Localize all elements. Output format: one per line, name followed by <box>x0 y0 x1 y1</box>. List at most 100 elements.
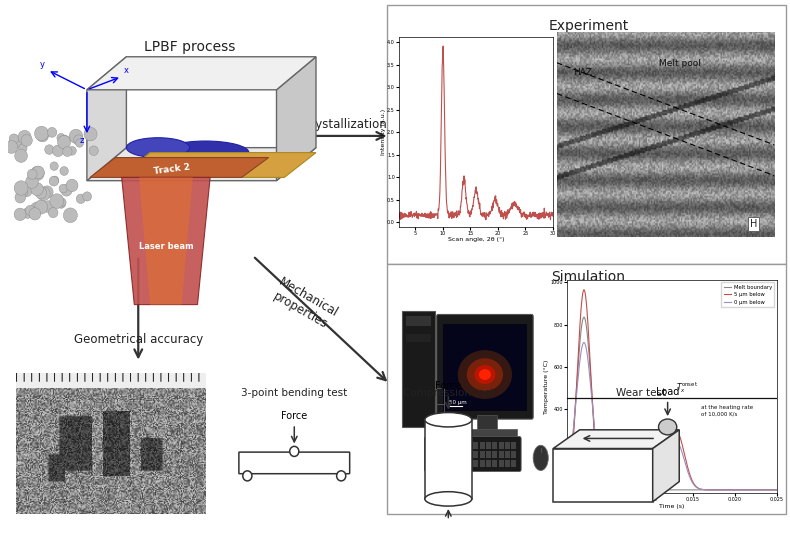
Bar <box>492 460 497 466</box>
Circle shape <box>77 194 85 204</box>
Circle shape <box>50 162 58 171</box>
0 μm below <box>728 487 737 493</box>
Bar <box>505 451 510 458</box>
Text: Experiment: Experiment <box>548 19 629 33</box>
Bar <box>511 451 517 458</box>
Bar <box>480 460 484 466</box>
0 μm below <box>659 471 668 477</box>
Ellipse shape <box>425 413 472 427</box>
Circle shape <box>48 207 58 217</box>
Circle shape <box>31 166 44 181</box>
Line: 5 μm below: 5 μm below <box>567 290 777 490</box>
Text: Simulation: Simulation <box>551 270 626 284</box>
Bar <box>480 442 484 449</box>
Circle shape <box>61 184 72 196</box>
Bar <box>454 460 459 466</box>
Circle shape <box>59 135 70 147</box>
0 μm below <box>574 376 583 383</box>
Circle shape <box>9 134 19 144</box>
Circle shape <box>59 184 67 193</box>
Text: x: x <box>124 66 129 75</box>
Polygon shape <box>118 152 316 177</box>
Circle shape <box>25 205 35 215</box>
Circle shape <box>50 194 64 208</box>
Circle shape <box>41 186 53 198</box>
Circle shape <box>15 149 28 163</box>
Melt boundary <box>772 487 781 493</box>
Polygon shape <box>553 449 653 502</box>
X-axis label: Scan angle, 2θ (°): Scan angle, 2θ (°) <box>448 237 504 242</box>
0 μm below <box>766 487 775 493</box>
Circle shape <box>49 176 58 186</box>
Circle shape <box>22 208 32 219</box>
Bar <box>473 460 478 466</box>
Melt boundary <box>766 487 776 493</box>
Text: z: z <box>80 136 85 144</box>
Text: Load: Load <box>656 387 679 397</box>
Bar <box>429 451 434 458</box>
Text: Force: Force <box>435 381 461 391</box>
Bar <box>511 442 517 449</box>
FancyBboxPatch shape <box>387 5 786 264</box>
Circle shape <box>60 167 69 175</box>
Bar <box>435 460 440 466</box>
Circle shape <box>337 471 346 481</box>
Circle shape <box>14 208 26 221</box>
Bar <box>442 324 527 411</box>
Circle shape <box>25 175 38 188</box>
Circle shape <box>83 192 92 201</box>
Bar <box>492 442 497 449</box>
Ellipse shape <box>479 369 491 380</box>
Ellipse shape <box>162 141 249 164</box>
Bar <box>498 442 503 449</box>
Polygon shape <box>653 430 679 502</box>
Bar <box>498 460 503 466</box>
5 μm below <box>766 487 776 493</box>
FancyBboxPatch shape <box>424 437 521 472</box>
Circle shape <box>58 198 66 207</box>
Bar <box>435 451 440 458</box>
Text: Wear test: Wear test <box>616 388 666 398</box>
Bar <box>480 451 484 458</box>
0 μm below <box>766 487 776 493</box>
Circle shape <box>37 187 51 200</box>
Bar <box>448 460 453 466</box>
5 μm below <box>766 487 775 493</box>
FancyBboxPatch shape <box>437 314 533 419</box>
Bar <box>477 415 497 431</box>
Bar <box>429 460 434 466</box>
Melt boundary <box>574 365 583 372</box>
Text: 3-point bending test: 3-point bending test <box>241 388 348 398</box>
Polygon shape <box>90 158 269 177</box>
Bar <box>473 451 478 458</box>
5 μm below <box>664 445 674 451</box>
Bar <box>473 442 478 449</box>
Circle shape <box>57 199 66 208</box>
Bar <box>486 451 491 458</box>
Melt boundary <box>766 487 775 493</box>
Bar <box>486 442 491 449</box>
Y-axis label: Temperature (°C): Temperature (°C) <box>544 359 549 414</box>
0 μm below <box>664 453 674 459</box>
Bar <box>461 460 465 466</box>
Circle shape <box>18 131 31 144</box>
Bar <box>511 460 517 466</box>
FancyBboxPatch shape <box>239 452 350 474</box>
Circle shape <box>6 141 17 154</box>
Circle shape <box>14 181 28 195</box>
Melt boundary <box>579 314 589 320</box>
Bar <box>425 420 472 499</box>
Bar <box>448 442 453 449</box>
0 μm below <box>772 487 781 493</box>
0 μm below <box>747 487 756 493</box>
Circle shape <box>63 208 77 223</box>
Text: Melt pool: Melt pool <box>659 59 701 68</box>
5 μm below <box>747 487 756 493</box>
Circle shape <box>73 135 84 145</box>
Circle shape <box>51 176 59 184</box>
Ellipse shape <box>457 350 512 399</box>
Circle shape <box>31 183 43 196</box>
Text: Track 1: Track 1 <box>194 161 232 174</box>
Circle shape <box>15 192 25 203</box>
Ellipse shape <box>533 445 548 471</box>
